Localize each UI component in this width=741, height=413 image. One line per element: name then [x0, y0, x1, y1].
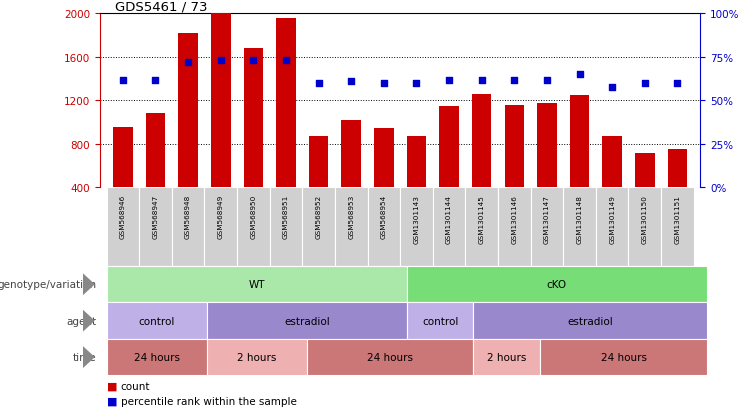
- Text: GSM1301147: GSM1301147: [544, 194, 550, 243]
- Bar: [439, 107, 459, 188]
- Bar: [244, 49, 263, 188]
- Text: GSM1301146: GSM1301146: [511, 194, 517, 243]
- Text: 24 hours: 24 hours: [600, 352, 647, 362]
- Point: [247, 58, 259, 64]
- Text: GSM1301145: GSM1301145: [479, 194, 485, 243]
- Point: [574, 72, 585, 78]
- Text: GSM568947: GSM568947: [153, 194, 159, 238]
- Text: GSM568946: GSM568946: [120, 194, 126, 238]
- Bar: [146, 114, 165, 188]
- Text: ■: ■: [107, 381, 118, 391]
- Bar: [309, 137, 328, 188]
- Bar: [205, 188, 237, 266]
- Bar: [270, 188, 302, 266]
- Text: genotype/variation: genotype/variation: [0, 280, 96, 290]
- Bar: [628, 188, 661, 266]
- Point: [443, 77, 455, 84]
- Text: GSM568953: GSM568953: [348, 194, 354, 238]
- Point: [378, 81, 390, 87]
- Bar: [374, 128, 393, 188]
- Bar: [237, 188, 270, 266]
- Text: estradiol: estradiol: [284, 316, 330, 326]
- Text: 24 hours: 24 hours: [133, 352, 180, 362]
- Point: [345, 79, 357, 85]
- Bar: [668, 150, 687, 188]
- Text: 2 hours: 2 hours: [487, 352, 527, 362]
- Bar: [465, 188, 498, 266]
- Text: GSM568952: GSM568952: [316, 194, 322, 238]
- Bar: [596, 188, 628, 266]
- Text: 24 hours: 24 hours: [367, 352, 413, 362]
- Point: [313, 81, 325, 87]
- Bar: [107, 188, 139, 266]
- Text: GSM568950: GSM568950: [250, 194, 256, 238]
- Bar: [276, 19, 296, 188]
- Point: [280, 58, 292, 64]
- Bar: [498, 188, 531, 266]
- Point: [606, 84, 618, 90]
- Text: control: control: [139, 316, 175, 326]
- Bar: [139, 188, 172, 266]
- Point: [117, 77, 129, 84]
- Bar: [302, 188, 335, 266]
- Text: GSM1301149: GSM1301149: [609, 194, 615, 243]
- Text: GSM1301151: GSM1301151: [674, 194, 680, 243]
- Text: estradiol: estradiol: [568, 316, 613, 326]
- Bar: [635, 153, 654, 188]
- Bar: [400, 188, 433, 266]
- Text: 2 hours: 2 hours: [237, 352, 276, 362]
- Text: agent: agent: [66, 316, 96, 326]
- Text: count: count: [121, 381, 150, 391]
- Bar: [537, 103, 556, 188]
- Text: GSM1301144: GSM1301144: [446, 194, 452, 243]
- Text: GSM568948: GSM568948: [185, 194, 191, 238]
- Point: [476, 77, 488, 84]
- Point: [639, 81, 651, 87]
- Text: GSM568949: GSM568949: [218, 194, 224, 238]
- Bar: [661, 188, 694, 266]
- Point: [508, 77, 520, 84]
- Bar: [472, 95, 491, 188]
- Point: [411, 81, 422, 87]
- Text: GSM568951: GSM568951: [283, 194, 289, 238]
- Text: GSM1301143: GSM1301143: [413, 194, 419, 243]
- Point: [150, 77, 162, 84]
- Point: [671, 81, 683, 87]
- Text: GSM1301150: GSM1301150: [642, 194, 648, 243]
- Text: GDS5461 / 73: GDS5461 / 73: [115, 1, 207, 14]
- Text: cKO: cKO: [547, 280, 567, 290]
- Bar: [113, 127, 133, 188]
- Text: percentile rank within the sample: percentile rank within the sample: [121, 396, 296, 406]
- Bar: [368, 188, 400, 266]
- Point: [182, 60, 194, 66]
- Bar: [407, 137, 426, 188]
- Polygon shape: [83, 274, 95, 295]
- Bar: [433, 188, 465, 266]
- Text: GSM568954: GSM568954: [381, 194, 387, 238]
- Text: WT: WT: [248, 280, 265, 290]
- Bar: [570, 96, 589, 188]
- Text: control: control: [422, 316, 459, 326]
- Text: time: time: [73, 352, 96, 362]
- Bar: [602, 137, 622, 188]
- Bar: [179, 34, 198, 188]
- Polygon shape: [83, 347, 95, 368]
- Point: [215, 58, 227, 64]
- Text: GSM1301148: GSM1301148: [576, 194, 582, 243]
- Text: ■: ■: [107, 396, 118, 406]
- Bar: [563, 188, 596, 266]
- Bar: [342, 121, 361, 188]
- Bar: [505, 106, 524, 188]
- Bar: [335, 188, 368, 266]
- Bar: [172, 188, 205, 266]
- Polygon shape: [83, 310, 95, 332]
- Point: [541, 77, 553, 84]
- Bar: [531, 188, 563, 266]
- Bar: [211, 14, 230, 188]
